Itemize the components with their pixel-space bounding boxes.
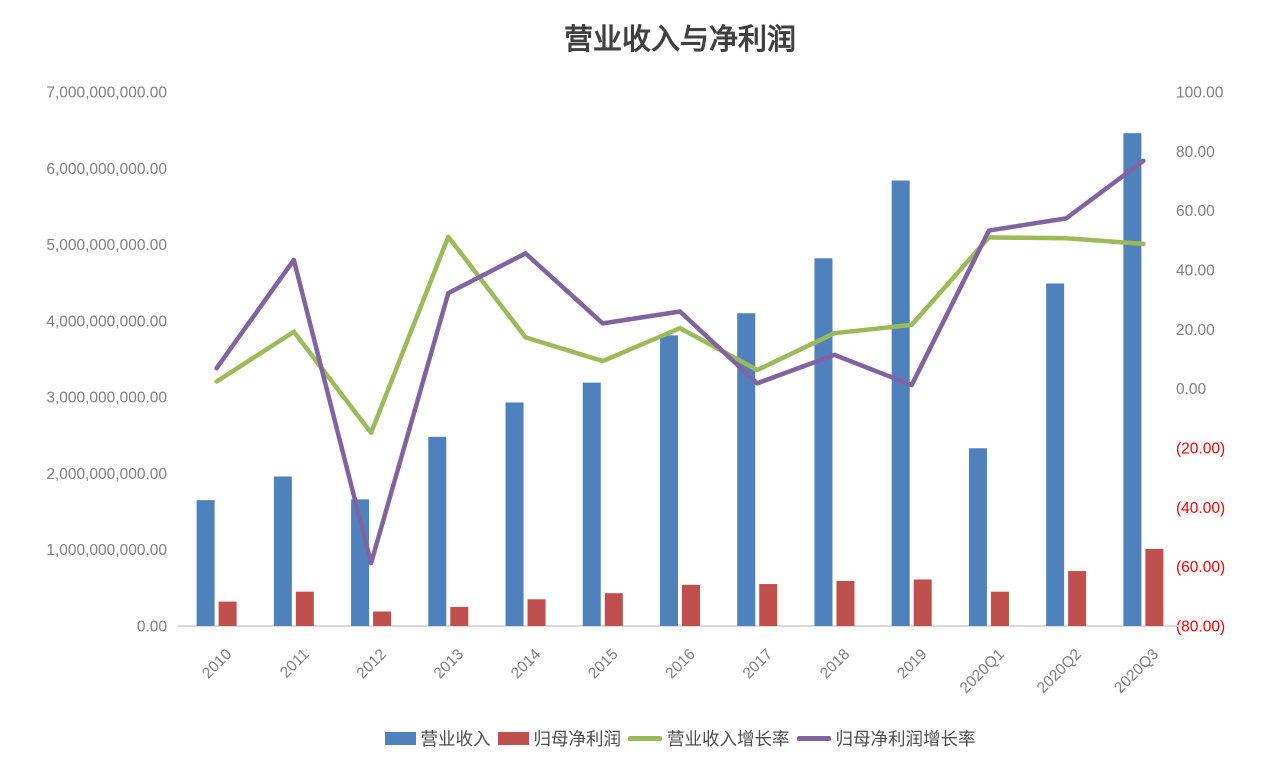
revenue-bar-2020Q3 <box>1123 133 1142 627</box>
legend-item-4: 归母净利润增长率 <box>796 726 976 751</box>
chart-legend: 营业收入 归母净利润 营业收入增长率 归母净利润增长率 <box>178 723 1182 753</box>
profit-bar-2020Q3 <box>1145 548 1164 626</box>
x-axis-category-label: 2014 <box>508 646 545 683</box>
x-axis-category-label: 2020Q2 <box>1034 646 1085 697</box>
legend-line-icon <box>628 735 662 741</box>
revenue-bar-2020Q2 <box>1046 283 1065 626</box>
profit-bar-2015 <box>604 593 623 626</box>
revenue-bar-2020Q1 <box>968 448 987 626</box>
revenue-bar-2014 <box>505 402 524 626</box>
right-axis-tick-label: 0.00 <box>1176 381 1207 398</box>
profit-bar-2019 <box>913 579 932 626</box>
right-axis-tick-label: (60.00) <box>1176 559 1225 576</box>
legend-label: 归母净利润 <box>533 729 622 750</box>
left-axis-tick-label: 4,000,000,000.00 <box>46 313 167 330</box>
left-axis-tick-label: 5,000,000,000.00 <box>46 237 167 254</box>
right-axis-tick-label: 80.00 <box>1176 144 1215 161</box>
x-axis-category-label: 2020Q1 <box>957 646 1008 697</box>
profit-bar-2010 <box>218 601 237 626</box>
left-axis-tick-label: 6,000,000,000.00 <box>46 161 167 178</box>
legend-swatch-icon <box>384 731 416 745</box>
revenue-bar-2013 <box>428 436 447 626</box>
left-axis-tick-label: 7,000,000,000.00 <box>46 85 167 102</box>
profit-bar-2020Q2 <box>1068 571 1087 626</box>
right-axis-tick-label: (40.00) <box>1176 500 1225 517</box>
x-axis-category-label: 2018 <box>817 646 853 682</box>
revenue-bar-2010 <box>196 500 215 626</box>
profit-bar-2017 <box>759 584 778 626</box>
x-axis-category-label: 2010 <box>199 646 236 683</box>
profit-bar-2012 <box>373 611 392 626</box>
profit-bar-2014 <box>527 599 546 626</box>
right-axis-tick-label: 40.00 <box>1176 263 1215 280</box>
legend-line-icon <box>796 735 831 741</box>
legend-label: 归母净利润增长率 <box>835 729 976 750</box>
x-axis-category-label: 2011 <box>277 646 313 682</box>
revenue-bar-2019 <box>891 180 910 626</box>
left-axis-tick-label: 3,000,000,000.00 <box>46 390 167 407</box>
chart-title: 营业收入与净利润 <box>563 22 796 56</box>
profit-bar-2013 <box>450 606 469 626</box>
legend-item-2: 归母净利润 <box>497 726 622 751</box>
revenue-bar-2017 <box>737 313 756 626</box>
x-axis-category-label: 2020Q3 <box>1111 646 1162 697</box>
right-axis-tick-label: 20.00 <box>1176 322 1215 339</box>
left-axis-tick-label: 0.00 <box>137 619 168 636</box>
x-axis-category-label: 2015 <box>585 646 621 682</box>
right-axis-tick-label: (20.00) <box>1176 441 1225 458</box>
x-axis-category-label: 2017 <box>740 646 776 682</box>
revenue-growth-line <box>214 234 1146 436</box>
profit-bar-2018 <box>836 580 855 626</box>
left-axis-tick-label: 2,000,000,000.00 <box>46 466 167 483</box>
right-axis-tick-label: 60.00 <box>1176 203 1215 220</box>
legend-item-3: 营业收入增长率 <box>628 726 790 751</box>
left-axis-tick-label: 1,000,000,000.00 <box>46 542 167 559</box>
revenue-bar-2018 <box>814 258 833 626</box>
right-axis-tick-label: (80.00) <box>1176 619 1225 636</box>
revenue-bar-2015 <box>582 382 601 626</box>
revenue-bar-2011 <box>273 476 292 626</box>
legend-label: 营业收入增长率 <box>667 729 790 750</box>
x-axis-category-label: 2013 <box>431 646 467 682</box>
legend-item-1: 营业收入 <box>384 726 491 751</box>
profit-bar-2016 <box>682 584 700 626</box>
x-axis-category-label: 2019 <box>894 646 930 682</box>
right-axis-tick-label: 100.00 <box>1176 85 1224 102</box>
x-axis-category-label: 2016 <box>662 646 698 682</box>
legend-swatch-icon <box>497 731 529 745</box>
legend-label: 营业收入 <box>420 729 491 750</box>
profit-growth-line <box>214 158 1146 566</box>
profit-bar-2020Q1 <box>990 591 1009 626</box>
revenue-bar-2016 <box>660 335 678 626</box>
profit-bar-2011 <box>295 591 314 626</box>
x-axis-category-label: 2012 <box>354 646 390 682</box>
